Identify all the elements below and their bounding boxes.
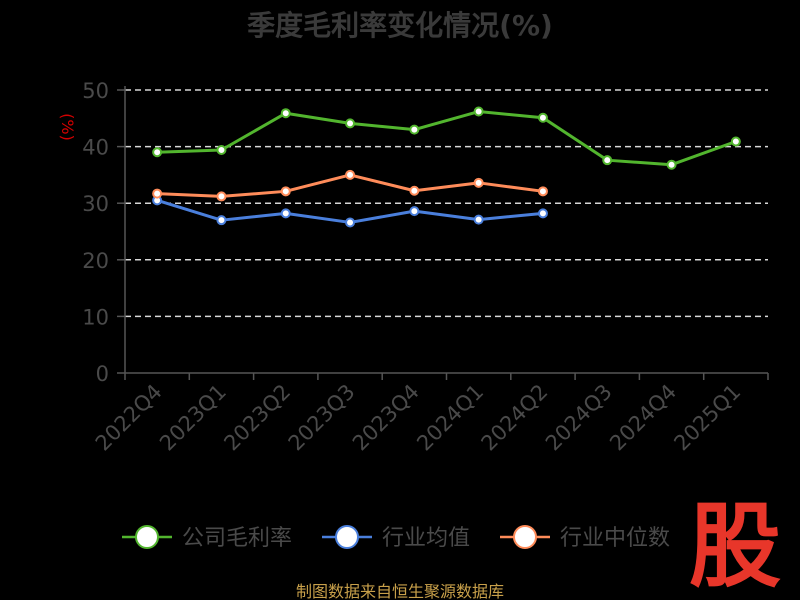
series-line	[157, 110, 737, 167]
data-point	[537, 186, 548, 197]
y-tick-label: 20	[82, 249, 109, 273]
data-point	[473, 106, 484, 117]
data-point	[280, 108, 291, 119]
x-tick-label: 2022Q4	[91, 380, 167, 456]
chart-title: 季度毛利率变化情况(%)	[247, 9, 553, 42]
y-tick-label: 10	[82, 305, 109, 329]
data-point	[280, 186, 291, 197]
series-1	[152, 106, 741, 170]
data-point	[537, 208, 548, 219]
watermark-logo: 股	[689, 493, 781, 600]
legend-item-3: 行业中位数	[500, 525, 670, 551]
x-tick-label: 2024Q2	[477, 380, 553, 456]
legend-marker	[513, 525, 537, 549]
data-point	[345, 217, 356, 228]
data-point	[473, 214, 484, 225]
y-tick-label: 40	[82, 136, 109, 160]
data-point	[280, 208, 291, 219]
data-point	[666, 159, 677, 170]
x-tick-label: 2023Q4	[348, 380, 424, 456]
x-tick-label: 2025Q1	[669, 380, 745, 456]
data-point	[730, 136, 741, 147]
legend-label: 行业中位数	[560, 526, 670, 551]
data-point	[152, 188, 163, 199]
data-point	[473, 177, 484, 188]
data-point	[152, 147, 163, 158]
data-point	[409, 124, 420, 135]
axes	[124, 86, 769, 380]
legend-label: 行业均值	[382, 526, 470, 551]
x-tick-label: 2024Q4	[605, 380, 681, 456]
source-note: 制图数据来自恒生聚源数据库	[296, 582, 504, 600]
y-tick-label: 30	[82, 192, 109, 216]
y-axis-label: (%)	[58, 113, 77, 141]
y-tick-label: 0	[96, 362, 109, 386]
data-point	[602, 155, 613, 166]
x-tick-label: 2023Q2	[219, 380, 295, 456]
data-point	[216, 215, 227, 226]
x-tick-label: 2023Q3	[284, 380, 360, 456]
data-point	[345, 118, 356, 129]
data-point	[409, 206, 420, 217]
x-tick-label: 2024Q3	[541, 380, 617, 456]
grid-lines	[117, 89, 768, 374]
x-tick-label: 2023Q1	[155, 380, 231, 456]
y-tick-label: 50	[82, 79, 109, 103]
legend-marker	[135, 525, 159, 549]
series-2	[152, 195, 548, 228]
legend-item-1: 公司毛利率	[122, 525, 292, 551]
x-tick-label: 2024Q1	[412, 380, 488, 456]
data-point	[216, 191, 227, 202]
legend-label: 公司毛利率	[182, 526, 292, 551]
series-group	[152, 106, 741, 228]
legend-marker	[335, 525, 359, 549]
legend: 公司毛利率 行业均值 行业中位数	[122, 525, 670, 551]
y-tick-labels: 0 10 20 30 40 50	[82, 79, 109, 386]
series-3	[152, 169, 548, 202]
data-point	[216, 144, 227, 155]
legend-item-2: 行业均值	[322, 525, 470, 551]
data-point	[345, 169, 356, 180]
x-tick-labels: 2022Q42023Q12023Q22023Q32023Q42024Q12024…	[91, 380, 746, 456]
data-point	[537, 112, 548, 123]
data-point	[409, 185, 420, 196]
